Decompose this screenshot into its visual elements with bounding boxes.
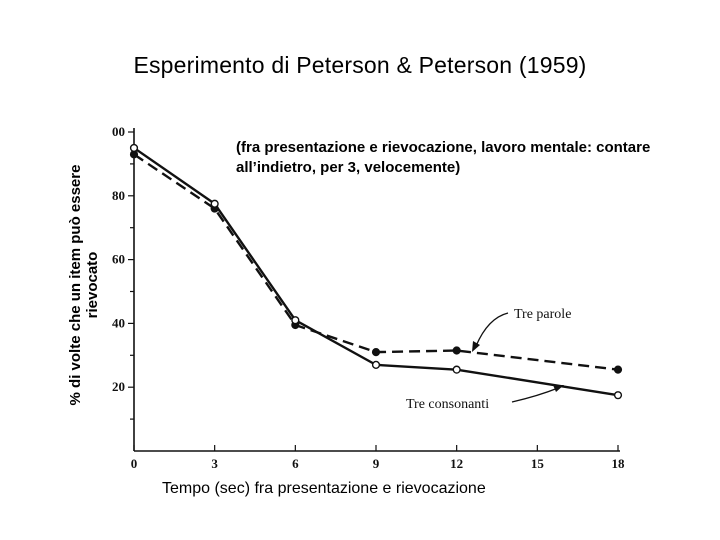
data-point-open [129, 143, 139, 153]
x-tick-label: 0 [131, 456, 138, 471]
x-tick-label: 9 [373, 456, 380, 471]
y-tick-label: 60 [112, 252, 125, 267]
series-line-1 [133, 153, 619, 371]
data-point-filled [613, 365, 623, 374]
series-label-tre-parole: Tre parole [514, 307, 571, 322]
data-point-open [613, 391, 623, 400]
series-label-tre-consonanti: Tre consonanti [406, 397, 489, 412]
y-tick-label: 20 [112, 379, 125, 394]
x-tick-label: 18 [612, 456, 626, 471]
data-point-open [371, 360, 381, 369]
x-tick-label: 6 [292, 456, 299, 471]
series-line-2 [133, 146, 619, 397]
annotation-text: (fra presentazione e rievocazione, lavor… [236, 139, 651, 176]
data-point-filled [452, 346, 461, 355]
y-tick-label: 40 [112, 315, 125, 330]
x-tick-label: 15 [531, 456, 545, 471]
x-axis-label: Tempo (sec) fra presentazione e rievocaz… [162, 480, 486, 497]
x-tick-label: 3 [211, 456, 218, 471]
pointer-arrow-head [472, 341, 480, 352]
pointer-arrow-line [511, 387, 559, 403]
data-point-open [210, 199, 219, 208]
pointer-arrow-line [475, 312, 509, 347]
pointer-arrow-head [553, 385, 564, 392]
data-point-open [452, 365, 461, 374]
data-point-filled [371, 348, 381, 357]
x-tick-label: 12 [450, 456, 463, 471]
chart-title: Esperimento di Peterson & Peterson (1959… [133, 52, 587, 78]
data-point-open [291, 316, 300, 325]
y-tick-label: 80 [112, 188, 125, 203]
y-tick-label: 00 [112, 124, 125, 139]
